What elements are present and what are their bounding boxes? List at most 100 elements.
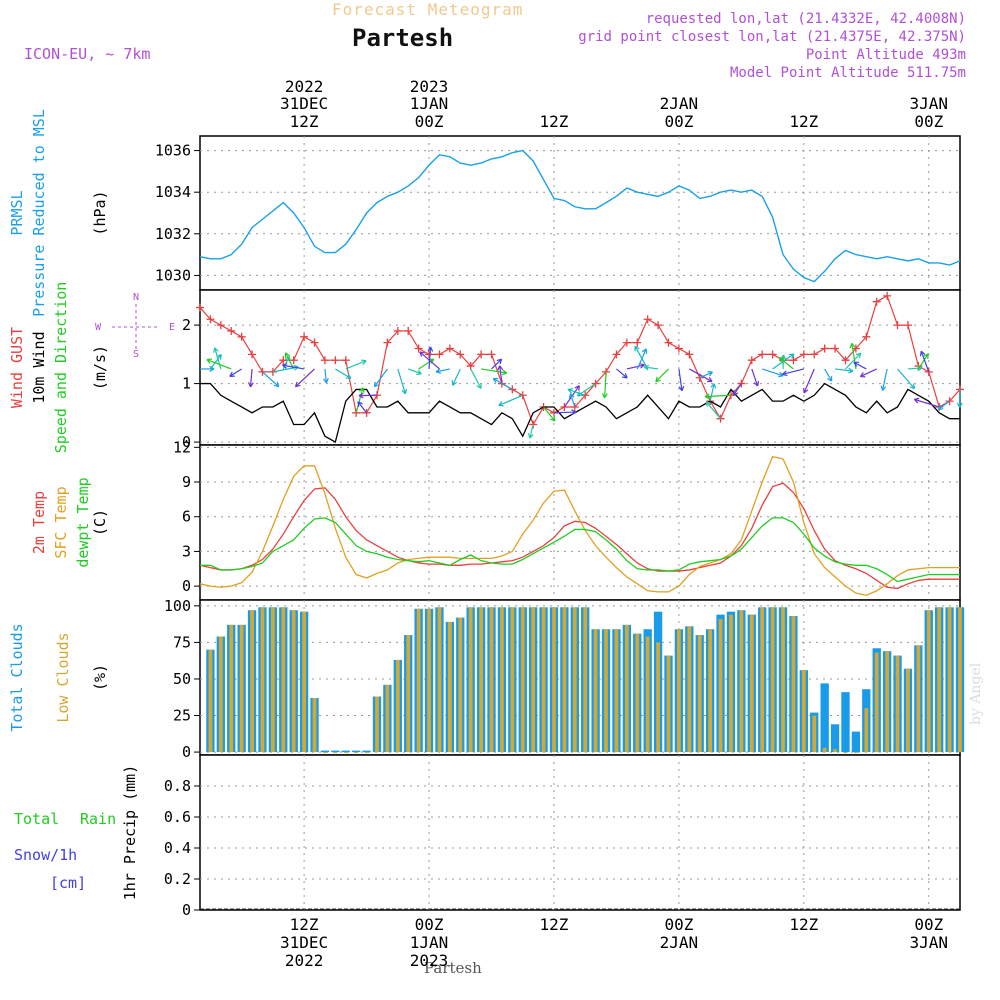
time-label-top-hour: 00Z (415, 112, 444, 131)
total-cloud-bar (320, 750, 330, 753)
total-cloud-bar (830, 724, 840, 753)
wind-arrow-head (435, 368, 442, 374)
panel-frame (199, 754, 961, 911)
low-cloud-bar (458, 617, 463, 753)
wind-arrow-head (778, 371, 784, 378)
gust-marker (279, 356, 288, 365)
time-label-bottom-hour: 12Z (540, 915, 569, 934)
y-axis-title: (m/s) (91, 345, 109, 390)
total-cloud-bar (341, 750, 350, 753)
forecast-label: Forecast Meteogram (332, 0, 524, 19)
wind-arrow-head (919, 350, 926, 357)
y-axis-title: (hPa) (91, 190, 109, 235)
wind-label: 10m Wind (30, 331, 48, 403)
gust-marker (456, 350, 465, 359)
low-cloud-bar (801, 670, 806, 753)
wind-arrow-head (527, 433, 534, 439)
pressure-line (199, 149, 961, 283)
gust-marker (393, 326, 402, 335)
low-cloud-bar (864, 708, 869, 753)
wind-arrow-head (359, 387, 365, 393)
wind-arrow (678, 368, 683, 391)
total-cloud-label: Total Clouds (8, 623, 26, 731)
low-cloud-bar (323, 752, 327, 754)
gust-marker (331, 356, 340, 365)
y-tick-label: 1034 (155, 183, 191, 201)
time-label-top-date: 2JAN (660, 94, 699, 113)
time-label-top-hour: 12Z (789, 112, 818, 131)
gust-marker (216, 321, 225, 330)
y-tick-label: 0.8 (164, 777, 191, 795)
grid-point-coords: grid point closest lon,lat (21.4375E, 42… (578, 29, 966, 45)
wind-arrow-head (634, 345, 640, 352)
gust-marker (341, 356, 350, 365)
low-cloud-bar (552, 607, 556, 753)
gust-marker (383, 338, 392, 347)
time-label-bottom-hour: 00Z (664, 915, 693, 934)
time-label-bottom-year: 2022 (285, 951, 324, 970)
time-label-bottom-date: 3JAN (910, 933, 949, 952)
low-cloud-bar (947, 607, 952, 753)
wind-arrow (567, 388, 586, 396)
panel-frame (199, 135, 961, 291)
time-label-bottom-hour: 12Z (789, 915, 818, 934)
low-cloud-bar (708, 629, 713, 753)
temp-2m-label: 2m Temp (30, 491, 48, 554)
wind-arrow (626, 364, 645, 370)
gust-marker (404, 326, 413, 335)
prmsl-label: PRMSL (8, 190, 26, 235)
y-tick-label: 0 (182, 577, 191, 595)
wind-arrow (282, 364, 305, 370)
low-cloud-bar (843, 752, 848, 754)
low-cloud-bar (572, 607, 577, 753)
y-tick-label: 0 (182, 901, 191, 919)
low-cloud-bar (291, 610, 296, 753)
low-cloud-bar (229, 624, 234, 753)
station-title: Partesh (352, 24, 454, 52)
wind-arrow (853, 361, 867, 370)
gust-marker (518, 391, 527, 400)
wind-arrow-head (476, 383, 482, 389)
wind-arrow (860, 368, 877, 378)
gust-marker (612, 350, 621, 359)
low-cloud-bar (781, 607, 785, 753)
low-cloud-bar (614, 629, 619, 753)
wind-arrow-head (416, 369, 422, 376)
low-cloud-bar (500, 607, 504, 753)
wind-arrow-head (641, 348, 648, 354)
y-tick-label: 12 (173, 438, 191, 456)
low-cloud-bar (874, 652, 879, 753)
time-label-top-date: 3JAN (910, 94, 949, 113)
time-label-bottom-date: 2JAN (660, 933, 699, 952)
wind-arrow (491, 358, 502, 370)
gust-marker (810, 350, 819, 359)
gust-marker (685, 350, 694, 359)
y-axis-title: (C) (91, 509, 109, 536)
gust-marker (841, 356, 850, 365)
gust-marker (758, 350, 767, 359)
low-cloud-bar (385, 684, 390, 753)
wind-arrow-head (601, 393, 608, 399)
low-cloud-bar (583, 607, 588, 753)
wind-arrow-head (247, 382, 254, 388)
gust-marker (248, 350, 257, 359)
wind-arrow (824, 368, 833, 382)
gust-marker (206, 315, 215, 324)
y-tick-label: 0.4 (164, 839, 191, 857)
gust-marker (789, 356, 798, 365)
time-label-bottom-hour: 00Z (914, 915, 943, 934)
gust-marker (508, 385, 517, 394)
wind-arrow (397, 368, 406, 395)
dewpoint-line (200, 517, 960, 583)
low-cloud-bar (677, 629, 681, 753)
low-cloud-bar (770, 607, 775, 753)
gust-marker (581, 391, 590, 400)
wind-arrow-head (827, 376, 833, 382)
wind-arrow (709, 383, 715, 402)
low-cloud-bar (562, 607, 567, 753)
wind-arrow-head (294, 381, 301, 388)
wind-arrow-head (576, 391, 583, 397)
gust-marker (664, 338, 673, 347)
compass-cross (112, 304, 160, 350)
wind-arrow (920, 351, 930, 373)
